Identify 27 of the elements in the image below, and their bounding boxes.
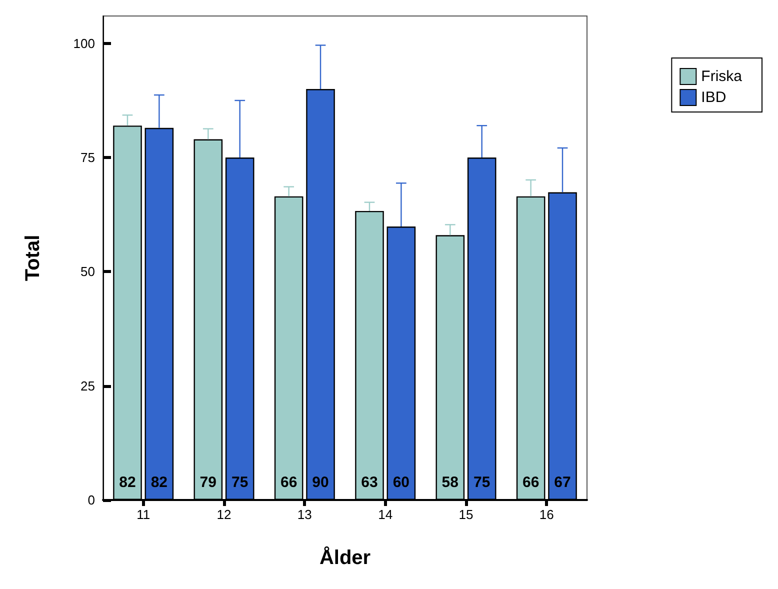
data-label: 60 — [392, 474, 410, 491]
data-label: 66 — [522, 474, 540, 491]
legend-label: IBD — [701, 89, 726, 106]
x-axis-title: Ålder — [319, 546, 371, 569]
data-label: 75 — [474, 474, 490, 491]
data-label: 67 — [554, 474, 571, 491]
x-tick-label: 14 — [378, 507, 393, 522]
y-tick-label: 50 — [80, 264, 95, 280]
y-tick-label: 100 — [73, 36, 95, 51]
data-label: 82 — [119, 474, 136, 491]
data-label: 90 — [312, 474, 329, 491]
y-tick-label: 25 — [80, 378, 95, 394]
y-tick-label: 0 — [88, 492, 95, 508]
data-label: 66 — [280, 474, 298, 491]
x-tick-label: 13 — [297, 507, 312, 522]
x-tick-label: 15 — [458, 507, 474, 522]
data-label: 63 — [361, 474, 378, 491]
y-axis-title: Total — [22, 234, 44, 282]
data-label: 58 — [442, 474, 458, 491]
y-tick-label: 75 — [80, 150, 95, 166]
legend-label: Friska — [701, 68, 743, 85]
data-label: 75 — [232, 474, 248, 491]
data-label: 79 — [200, 474, 216, 491]
data-label: 82 — [150, 474, 168, 491]
x-tick-label: 11 — [136, 507, 150, 522]
x-tick-label: 16 — [539, 507, 554, 522]
x-tick-label: 12 — [216, 507, 232, 522]
